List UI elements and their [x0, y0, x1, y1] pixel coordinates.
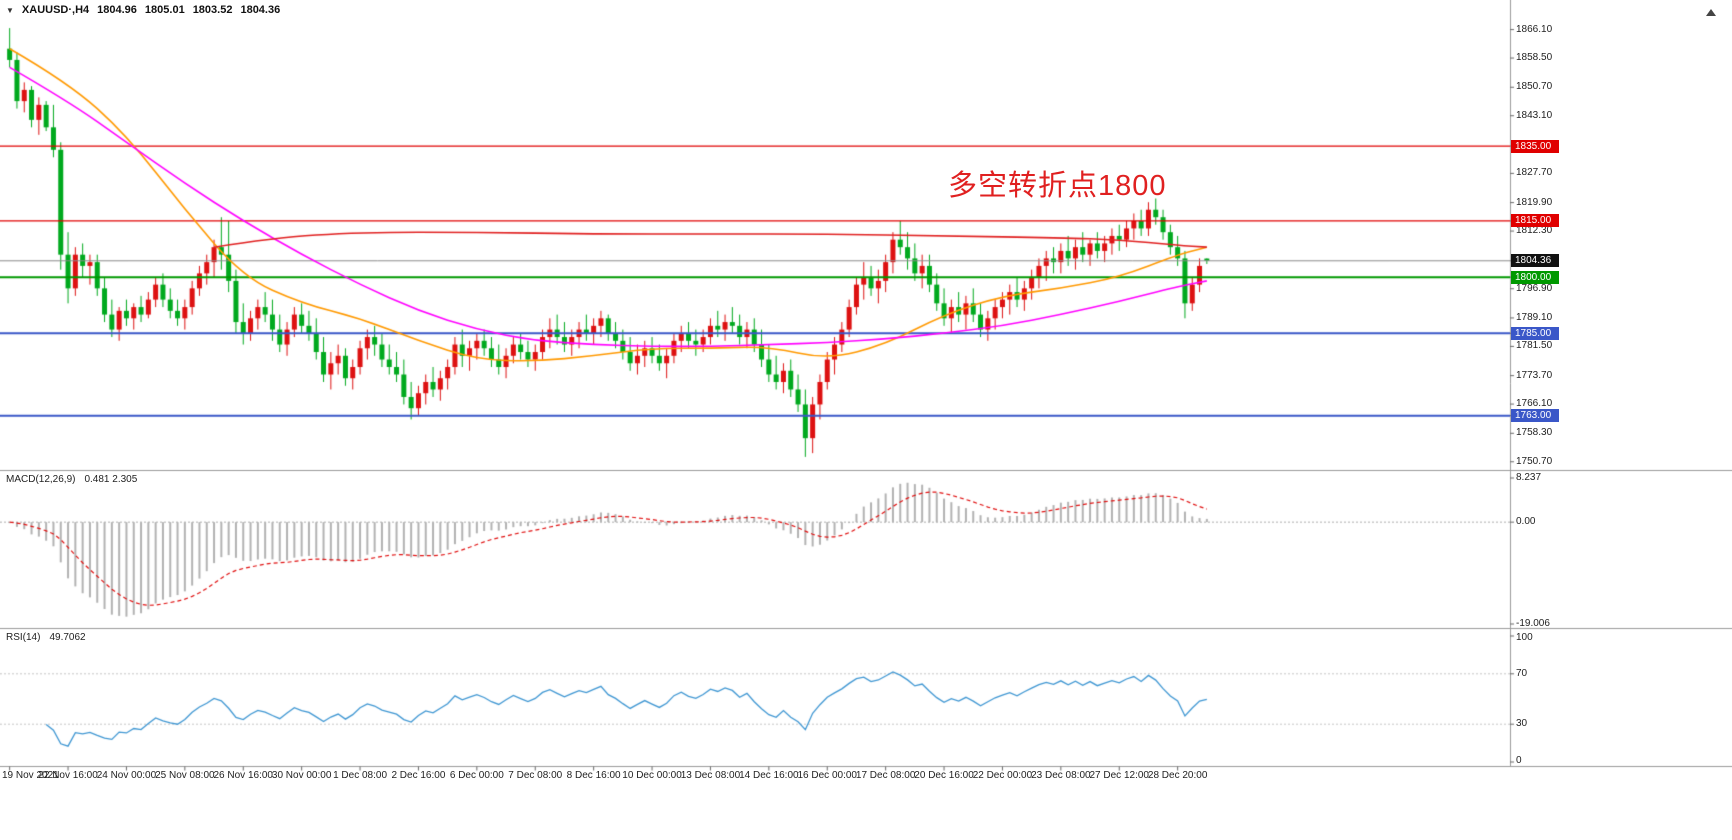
- time-axis-label: 7 Dec 08:00: [508, 770, 563, 781]
- price-tick-label: 1766.10: [1516, 398, 1553, 410]
- time-axis-label: 22 Nov 16:00: [38, 770, 98, 781]
- macd-name: MACD(12,26,9): [6, 474, 76, 485]
- price-tick-label: 1789.10: [1516, 311, 1553, 323]
- price-tick-label: 1796.90: [1516, 282, 1553, 294]
- price-tag-1835.00: 1835.00: [1511, 139, 1559, 153]
- ohlc-low: 1803.52: [192, 4, 233, 16]
- time-axis-label: 27 Dec 12:00: [1089, 770, 1150, 781]
- price-tick-label: 1773.70: [1516, 369, 1553, 381]
- macd-values: 0.481 2.305: [84, 474, 138, 485]
- time-axis-label: 23 Dec 08:00: [1031, 770, 1091, 781]
- macd-axis-label: 8.237: [1516, 472, 1542, 483]
- symbol-dropdown-icon[interactable]: ▼: [6, 5, 14, 15]
- time-axis-label: 28 Dec 20:00: [1147, 770, 1208, 781]
- rsi-name: RSI(14): [6, 632, 41, 643]
- price-tick-label: 1812.30: [1516, 225, 1553, 237]
- price-tick-label: 1866.10: [1516, 23, 1553, 35]
- symbol-timeframe: XAUUSD·,H4: [21, 4, 90, 16]
- macd-axis-label: -19.006: [1516, 618, 1550, 629]
- price-tag-1815.00: 1815.00: [1511, 214, 1559, 228]
- rsi-value: 49.7062: [49, 632, 86, 643]
- time-axis-label: 17 Dec 08:00: [855, 770, 916, 781]
- time-axis-label: 19 Nov 2021: [2, 770, 59, 781]
- macd-indicator-label: MACD(12,26,9) 0.481 2.305: [6, 474, 137, 485]
- time-axis-label: 30 Nov 00:00: [271, 770, 332, 781]
- ohlc-high: 1805.01: [144, 4, 185, 16]
- time-axis-label: 6 Dec 00:00: [449, 770, 504, 781]
- price-tag-1800.00: 1800.00: [1511, 270, 1559, 284]
- price-tick-label: 1843.10: [1516, 109, 1553, 121]
- time-axis-label: 14 Dec 16:00: [739, 770, 799, 781]
- price-tag-1763.00: 1763.00: [1511, 409, 1559, 423]
- rsi-axis-label: 100: [1516, 631, 1533, 643]
- rsi-indicator-label: RSI(14) 49.7062: [6, 632, 86, 643]
- price-tick-label: 1827.70: [1516, 167, 1553, 179]
- price-tag-1785.00: 1785.00: [1511, 326, 1559, 340]
- price-tick-label: 1758.30: [1516, 427, 1553, 439]
- time-axis-label: 24 Nov 00:00: [96, 770, 157, 781]
- ohlc-open: 1804.96: [97, 4, 137, 16]
- time-axis-label: 2 Dec 16:00: [391, 770, 446, 781]
- time-axis-label: 13 Dec 08:00: [680, 770, 741, 781]
- time-axis-label: 16 Dec 00:00: [797, 770, 858, 781]
- time-axis-label: 8 Dec 16:00: [566, 770, 621, 781]
- time-axis-label: 1 Dec 08:00: [333, 770, 388, 781]
- scroll-indicator-icon[interactable]: [1706, 9, 1716, 16]
- time-axis-label: 25 Nov 08:00: [155, 770, 215, 781]
- price-tick-label: 1858.50: [1516, 52, 1553, 64]
- price-tick-label: 1781.50: [1516, 340, 1553, 352]
- time-axis-label: 20 Dec 16:00: [914, 770, 974, 781]
- rsi-axis-label: 0: [1516, 754, 1522, 766]
- ohlc-close: 1804.36: [240, 4, 281, 16]
- price-tick-label: 1850.70: [1516, 81, 1553, 93]
- chart-text-annotation[interactable]: 多空转折点1800: [948, 170, 1167, 202]
- time-axis-label: 10 Dec 00:00: [622, 770, 682, 781]
- time-axis-label: 26 Nov 16:00: [213, 770, 274, 781]
- price-tag-1804.36: 1804.36: [1511, 254, 1559, 268]
- macd-axis-label: 0.00: [1516, 516, 1536, 528]
- price-tick-label: 1750.70: [1516, 455, 1553, 467]
- chart-info-line: ▼ XAUUSD·,H4 1804.96 1805.01 1803.52 180…: [6, 4, 280, 16]
- price-tick-label: 1819.90: [1516, 196, 1553, 208]
- rsi-axis-label: 70: [1516, 667, 1528, 679]
- time-axis-label: 22 Dec 00:00: [972, 770, 1033, 781]
- rsi-axis-label: 30: [1516, 718, 1528, 730]
